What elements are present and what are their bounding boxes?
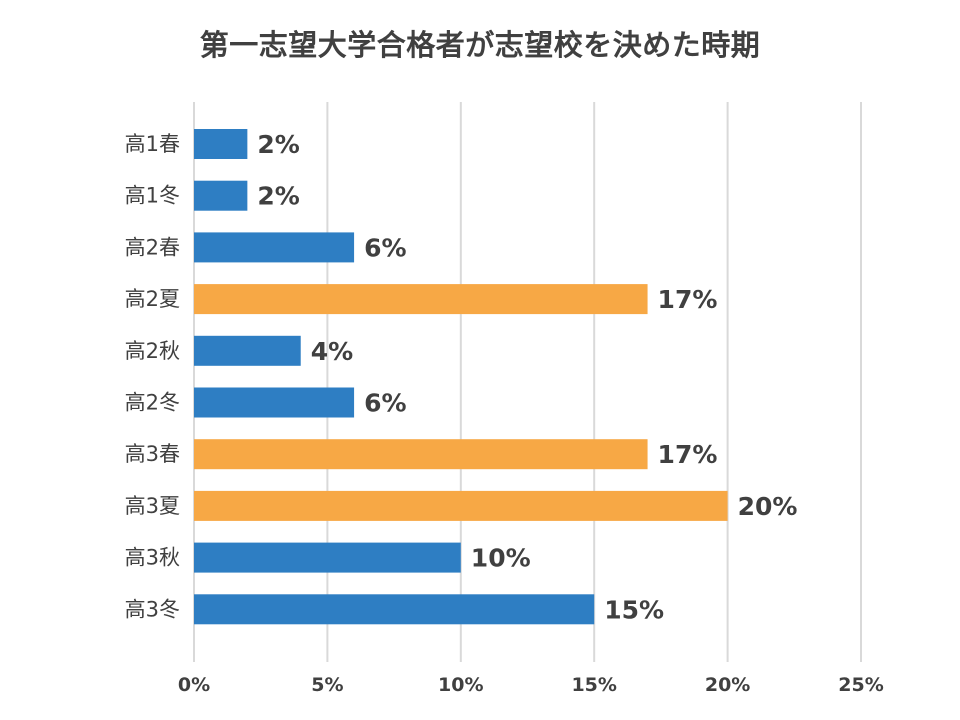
bar: [194, 129, 248, 159]
bar: [194, 335, 301, 366]
category-label: 高2秋: [125, 339, 180, 363]
x-tick-label: 15%: [571, 674, 616, 696]
chart-title: 第一志望大学合格者が志望校を決めた時期: [199, 28, 761, 62]
data-label: 6%: [364, 389, 406, 418]
data-label: 4%: [311, 337, 353, 366]
bar: [194, 594, 595, 625]
data-label: 6%: [364, 233, 406, 262]
data-label: 17%: [658, 285, 718, 314]
x-tick-label: 20%: [705, 674, 750, 696]
data-label: 17%: [658, 440, 718, 469]
x-tick-label: 0%: [178, 674, 210, 696]
category-label: 高3冬: [125, 597, 180, 621]
bar: [194, 542, 461, 573]
category-label: 高1冬: [125, 184, 180, 208]
bar: [194, 180, 248, 211]
category-label: 高2春: [125, 235, 180, 259]
data-label: 15%: [604, 595, 664, 624]
bar: [194, 232, 355, 263]
bar: [194, 387, 355, 418]
bar: [194, 439, 648, 470]
bar: [194, 284, 648, 315]
category-label: 高3春: [125, 442, 180, 466]
category-label: 高1春: [125, 132, 180, 156]
data-label: 10%: [471, 544, 531, 573]
data-label: 20%: [738, 492, 798, 521]
data-label: 2%: [257, 130, 299, 159]
x-tick-label: 25%: [838, 674, 883, 696]
x-tick-label: 5%: [311, 674, 343, 696]
category-label: 高3秋: [125, 546, 180, 570]
data-label: 2%: [257, 182, 299, 211]
x-tick-label: 10%: [438, 674, 483, 696]
category-label: 高2冬: [125, 391, 180, 415]
bar: [194, 490, 728, 521]
category-label: 高2夏: [125, 287, 180, 311]
category-label: 高3夏: [125, 494, 180, 518]
